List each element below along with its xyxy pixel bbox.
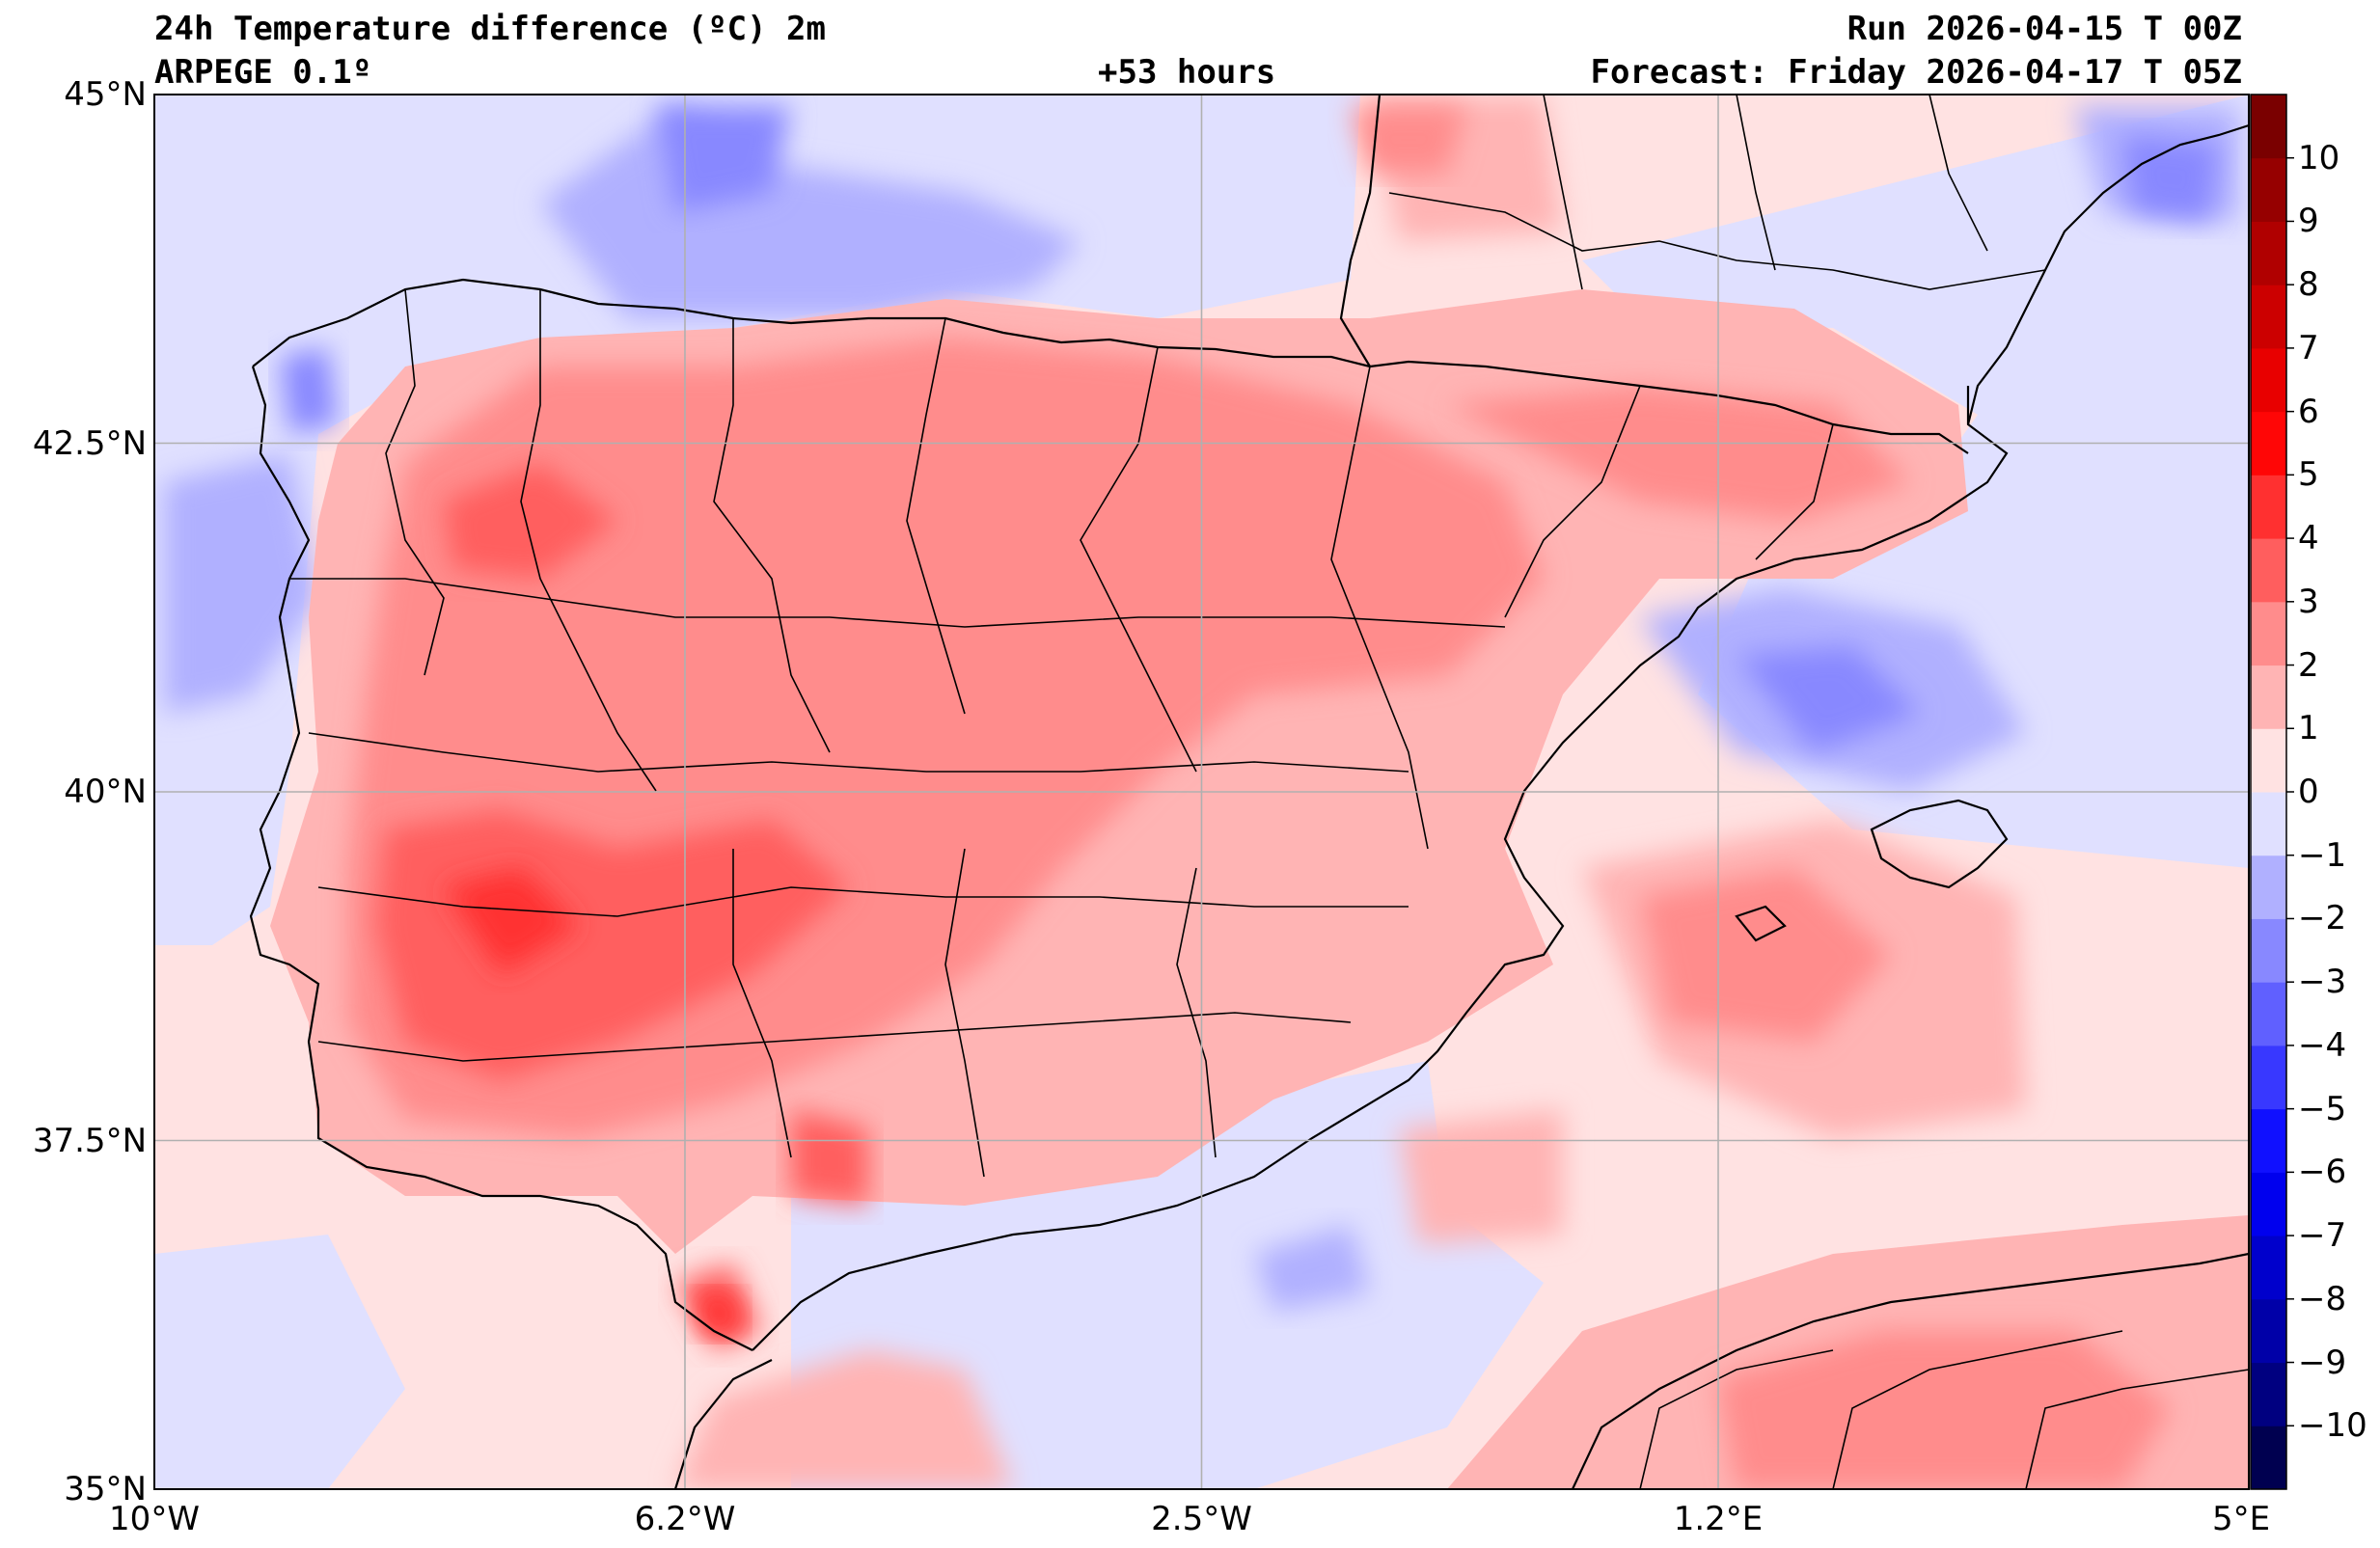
longitude-tick-label: 5°E bbox=[2212, 1500, 2271, 1538]
colorbar-segment bbox=[2251, 601, 2286, 666]
longitude-tick-label: 10°W bbox=[109, 1500, 200, 1538]
colorbar-segment bbox=[2251, 1426, 2286, 1490]
colorbar-tick-label: 9 bbox=[2298, 202, 2319, 241]
model-label: ARPEGE 0.1º bbox=[154, 53, 372, 92]
colorbar-tick-label: −8 bbox=[2298, 1279, 2347, 1318]
colorbar-tick-label: 4 bbox=[2298, 519, 2319, 558]
map-title: 24h Temperature difference (ºC) 2m bbox=[154, 10, 826, 48]
colorbar-tick-label: 5 bbox=[2298, 455, 2319, 495]
colorbar-segment bbox=[2251, 475, 2286, 539]
colorbar-segment bbox=[2251, 347, 2286, 413]
colorbar-tick-label: −4 bbox=[2298, 1025, 2347, 1065]
colorbar-segment bbox=[2251, 1172, 2286, 1236]
colorbar-tick-label: 2 bbox=[2298, 645, 2319, 685]
colorbar-segment bbox=[2251, 1362, 2286, 1426]
colorbar-tick-label: −7 bbox=[2298, 1216, 2347, 1256]
colorbar-tick-label: 10 bbox=[2298, 138, 2340, 177]
colorbar-segment bbox=[2251, 855, 2286, 919]
latitude-tick-label: 40°N bbox=[64, 773, 147, 811]
colorbar-tick-label: 8 bbox=[2298, 265, 2319, 305]
colorbar-segment bbox=[2251, 1108, 2286, 1173]
colorbar-segment bbox=[2251, 285, 2286, 349]
latitude-tick-label: 35°N bbox=[64, 1470, 147, 1508]
colorbar-tick-label: −6 bbox=[2298, 1153, 2347, 1192]
colorbar-tick-label: −10 bbox=[2298, 1406, 2367, 1446]
colorbar-segment bbox=[2251, 665, 2286, 729]
lead-time-label: +53 hours bbox=[1098, 53, 1276, 92]
colorbar-tick-label: 6 bbox=[2298, 392, 2319, 431]
colorbar-segment bbox=[2251, 1298, 2286, 1364]
colorbar-tick-label: 1 bbox=[2298, 709, 2319, 748]
longitude-tick-label: 1.2°E bbox=[1673, 1500, 1764, 1538]
colorbar-segment bbox=[2251, 1236, 2286, 1300]
coastlines bbox=[249, 95, 2249, 1489]
colorbar-tick-label: −9 bbox=[2298, 1343, 2347, 1382]
run-label: Run 2026-04-15 T 00Z bbox=[1847, 10, 2242, 48]
colorbar-segment bbox=[2251, 792, 2286, 856]
colorbar-tick-label: −1 bbox=[2298, 835, 2347, 875]
colorbar bbox=[2250, 94, 2294, 1490]
region-borders bbox=[289, 95, 2249, 1489]
longitude-tick-label: 2.5°W bbox=[1151, 1500, 1252, 1538]
colorbar-segment bbox=[2251, 411, 2286, 475]
colorbar-tick-label: 7 bbox=[2298, 328, 2319, 367]
latitude-tick-label: 45°N bbox=[64, 75, 147, 114]
colorbar-segment bbox=[2251, 982, 2286, 1046]
map-frame bbox=[153, 94, 2250, 1490]
colorbar-segment bbox=[2251, 157, 2286, 222]
colorbar-segment bbox=[2251, 221, 2286, 285]
colorbar-segment bbox=[2251, 538, 2286, 603]
colorbar-tick-label: −2 bbox=[2298, 899, 2347, 938]
colorbar-segment bbox=[2251, 728, 2286, 793]
colorbar-segment bbox=[2251, 1045, 2286, 1110]
forecast-label: Forecast: Friday 2026-04-17 T 05Z bbox=[1590, 53, 2242, 92]
colorbar-tick-label: −3 bbox=[2298, 963, 2347, 1002]
colorbar-segment bbox=[2251, 918, 2286, 983]
colorbar-tick-label: 3 bbox=[2298, 582, 2319, 621]
colorbar-segment bbox=[2251, 95, 2286, 159]
colorbar-tick-label: −5 bbox=[2298, 1089, 2347, 1128]
latitude-tick-label: 42.5°N bbox=[32, 423, 147, 463]
latitude-tick-label: 37.5°N bbox=[32, 1121, 147, 1160]
longitude-tick-label: 6.2°W bbox=[634, 1500, 736, 1538]
colorbar-tick-label: 0 bbox=[2298, 773, 2319, 811]
